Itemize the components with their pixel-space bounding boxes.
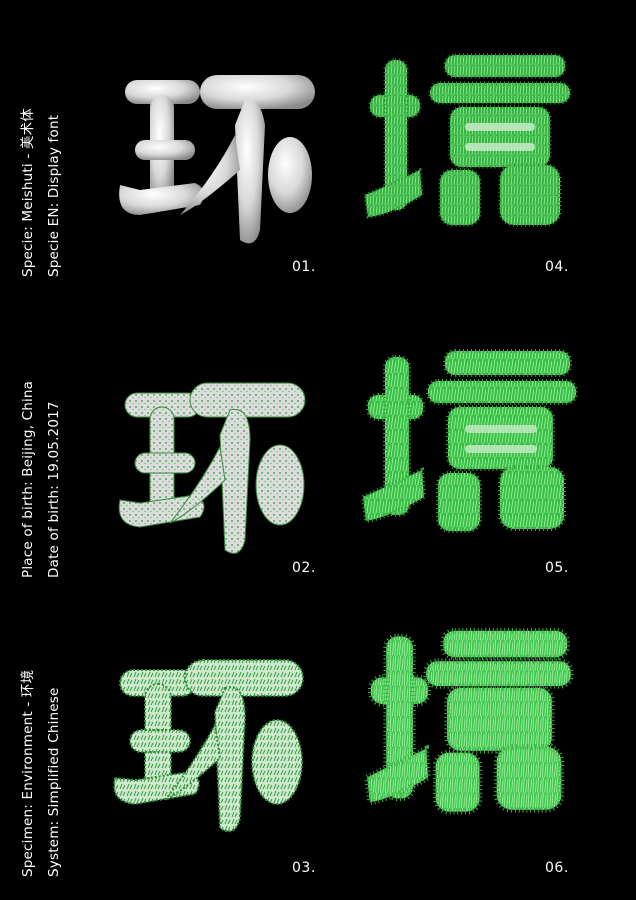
glyph-huan-medium-fur — [105, 650, 325, 850]
panel-number-05: 05. — [545, 560, 569, 576]
caption-specie: Specie: Meishuti - 美术体 — [20, 107, 36, 277]
caption-system: System: Simplified Chinese — [46, 687, 62, 877]
panel-number-01: 01. — [292, 259, 316, 275]
caption-place-of-birth: Place of birth: Beijing, China — [20, 380, 36, 578]
glyph-jing-dense-fur — [360, 625, 580, 825]
caption-specie-en: Specie EN: Display font — [46, 114, 62, 277]
glyph-huan-light-fur — [110, 375, 330, 575]
panel-number-02: 02. — [292, 560, 316, 576]
caption-specimen: Specimen: Environment - 环境 — [20, 669, 36, 877]
glyph-huan-smooth — [110, 65, 330, 265]
glyph-jing-fur — [360, 45, 580, 245]
panel-number-06: 06. — [545, 860, 569, 876]
glyph-jing-long-fur — [360, 345, 580, 545]
caption-date-of-birth: Date of birth: 19.05.2017 — [46, 401, 62, 578]
panel-number-04: 04. — [545, 259, 569, 275]
panel-number-03: 03. — [292, 860, 316, 876]
